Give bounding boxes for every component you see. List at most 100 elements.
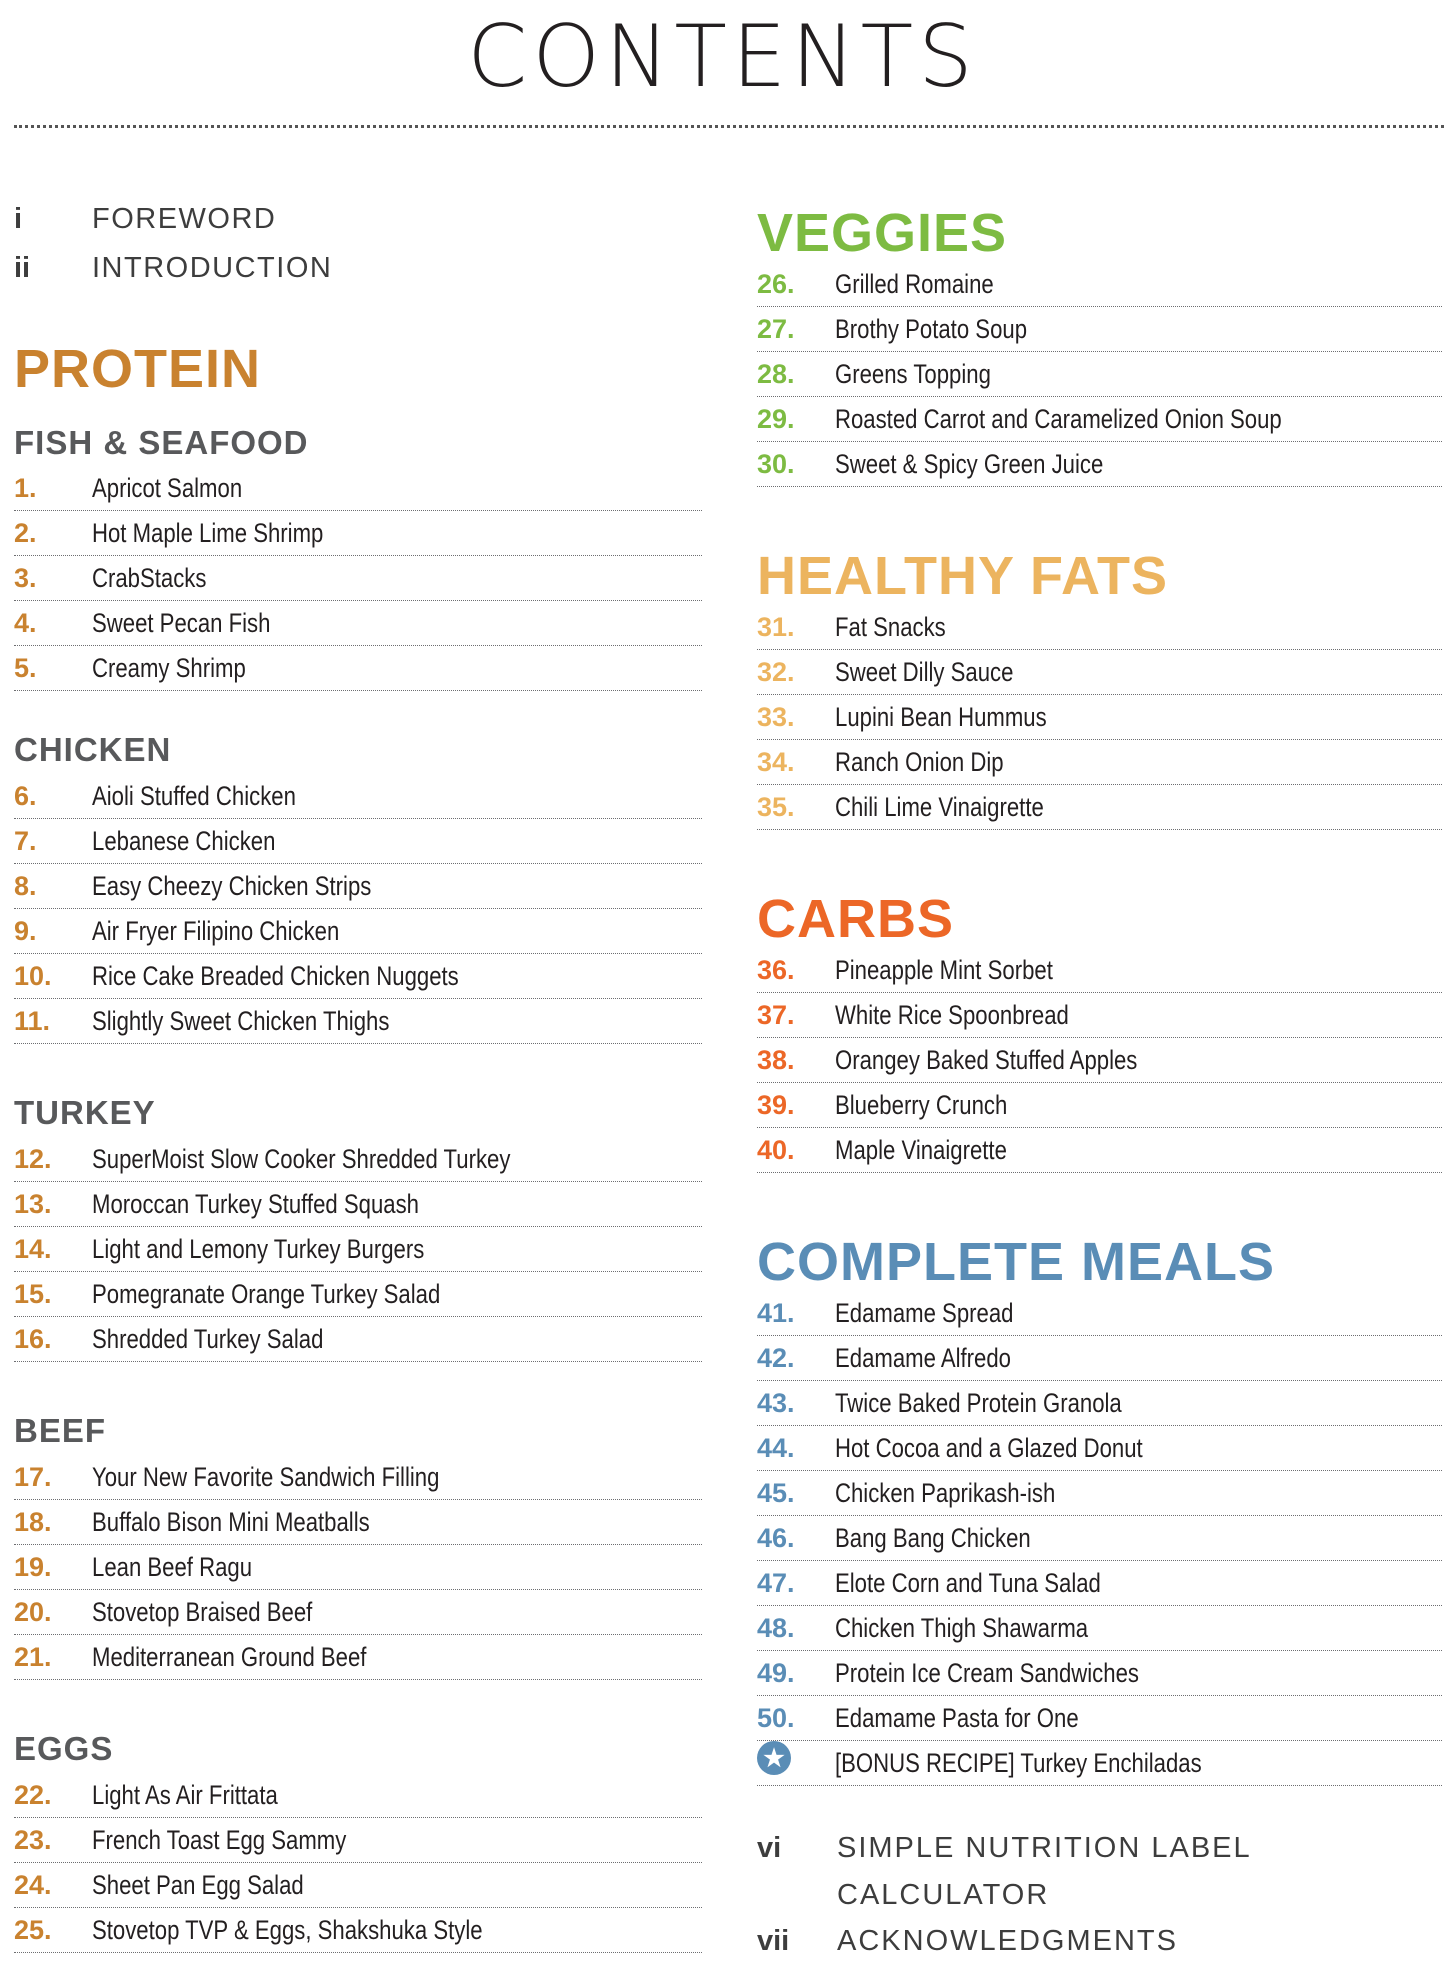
- entry-number: 9.: [14, 916, 37, 946]
- subheading-turkey: TURKEY: [14, 1094, 156, 1131]
- toc-entry[interactable]: 16. Shredded Turkey Salad: [14, 1317, 702, 1362]
- toc-entry[interactable]: 26. Grilled Romaine: [757, 262, 1442, 307]
- toc-entry[interactable]: 43. Twice Baked Protein Granola: [757, 1381, 1442, 1426]
- entry-title: Air Fryer Filipino Chicken: [92, 916, 340, 946]
- toc-entry[interactable]: 13. Moroccan Turkey Stuffed Squash: [14, 1182, 702, 1227]
- toc-entry[interactable]: 27. Brothy Potato Soup: [757, 307, 1442, 352]
- entry-title: Brothy Potato Soup: [835, 314, 1028, 344]
- entry-title: [BONUS RECIPE] Turkey Enchiladas: [835, 1748, 1202, 1778]
- category-heading-healthy-fats: HEALTHY FATS: [757, 546, 1169, 606]
- toc-entry[interactable]: 41. Edamame Spread: [757, 1291, 1442, 1336]
- entry-number: 1.: [14, 473, 37, 503]
- entry-number: 11.: [14, 1006, 51, 1036]
- entry-number: 38.: [757, 1045, 795, 1075]
- toc-entry[interactable]: 10. Rice Cake Breaded Chicken Nuggets: [14, 954, 702, 999]
- entry-number: 34.: [757, 747, 795, 777]
- toc-entry[interactable]: 50. Edamame Pasta for One: [757, 1696, 1442, 1741]
- toc-entry[interactable]: 2. Hot Maple Lime Shrimp: [14, 511, 702, 556]
- toc-entry[interactable]: 21. Mediterranean Ground Beef: [14, 1635, 702, 1680]
- toc-entry[interactable]: 18. Buffalo Bison Mini Meatballs: [14, 1500, 702, 1545]
- toc-nutrition-label-calculator[interactable]: vi SIMPLE NUTRITION LABEL: [757, 1832, 1252, 1865]
- toc-entry[interactable]: 29. Roasted Carrot and Caramelized Onion …: [757, 397, 1442, 442]
- toc-entry[interactable]: 45. Chicken Paprikash-ish: [757, 1471, 1442, 1516]
- toc-entry[interactable]: 7. Lebanese Chicken: [14, 819, 702, 864]
- entry-title: Sweet & Spicy Green Juice: [835, 449, 1104, 479]
- toc-entry[interactable]: 33. Lupini Bean Hummus: [757, 695, 1442, 740]
- entry-number: 31.: [757, 612, 795, 642]
- toc-entry[interactable]: 48. Chicken Thigh Shawarma: [757, 1606, 1442, 1651]
- subheading-beef: BEEF: [14, 1412, 107, 1449]
- entry-title: Protein Ice Cream Sandwiches: [835, 1658, 1139, 1688]
- toc-entry[interactable]: 32. Sweet Dilly Sauce: [757, 650, 1442, 695]
- entry-title: Chicken Thigh Shawarma: [835, 1613, 1089, 1643]
- entry-title: French Toast Egg Sammy: [92, 1825, 347, 1855]
- toc-entry[interactable]: 36. Pineapple Mint Sorbet: [757, 948, 1442, 993]
- toc-entry[interactable]: 9. Air Fryer Filipino Chicken: [14, 909, 702, 954]
- entry-number: 39.: [757, 1090, 795, 1120]
- entry-title: Pineapple Mint Sorbet: [835, 955, 1053, 985]
- category-heading-complete-meals: COMPLETE MEALS: [757, 1232, 1276, 1292]
- toc-entry[interactable]: 11. Slightly Sweet Chicken Thighs: [14, 999, 702, 1044]
- toc-entry[interactable]: 19. Lean Beef Ragu: [14, 1545, 702, 1590]
- entry-number: 35.: [757, 792, 795, 822]
- entry-number: 30.: [757, 449, 795, 479]
- entry-number: 10.: [14, 961, 52, 991]
- toc-entry[interactable]: 6. Aioli Stuffed Chicken: [14, 774, 702, 819]
- back-label: SIMPLE NUTRITION LABEL: [837, 1832, 1252, 1864]
- entry-number: 2.: [14, 518, 37, 548]
- toc-entry[interactable]: 31. Fat Snacks: [757, 605, 1442, 650]
- entry-title: Chili Lime Vinaigrette: [835, 792, 1044, 822]
- toc-entry[interactable]: 40. Maple Vinaigrette: [757, 1128, 1442, 1173]
- toc-entry[interactable]: 39. Blueberry Crunch: [757, 1083, 1442, 1128]
- toc-entry-bonus[interactable]: ★ [BONUS RECIPE] Turkey Enchiladas: [757, 1741, 1442, 1786]
- toc-introduction[interactable]: ii INTRODUCTION: [14, 252, 332, 285]
- toc-entry[interactable]: 46. Bang Bang Chicken: [757, 1516, 1442, 1561]
- entry-title: Your New Favorite Sandwich Filling: [92, 1462, 440, 1492]
- toc-entry[interactable]: 4. Sweet Pecan Fish: [14, 601, 702, 646]
- entry-number: 45.: [757, 1478, 795, 1508]
- toc-acknowledgments[interactable]: vii ACKNOWLEDGMENTS: [757, 1925, 1178, 1958]
- toc-entry[interactable]: 35. Chili Lime Vinaigrette: [757, 785, 1442, 830]
- entry-title: Twice Baked Protein Granola: [835, 1388, 1122, 1418]
- toc-entry[interactable]: 28. Greens Topping: [757, 352, 1442, 397]
- entry-number: 44.: [757, 1433, 795, 1463]
- toc-entry[interactable]: 23. French Toast Egg Sammy: [14, 1818, 702, 1863]
- entry-number: 12.: [14, 1144, 52, 1174]
- toc-entry[interactable]: 17. Your New Favorite Sandwich Filling: [14, 1455, 702, 1500]
- toc-entry[interactable]: 38. Orangey Baked Stuffed Apples: [757, 1038, 1442, 1083]
- entry-number: 7.: [14, 826, 37, 856]
- list-complete-meals: 41. Edamame Spread 42. Edamame Alfredo 43. Tw…: [757, 1291, 1442, 1786]
- toc-entry[interactable]: 34. Ranch Onion Dip: [757, 740, 1442, 785]
- toc-entry[interactable]: 15. Pomegranate Orange Turkey Salad: [14, 1272, 702, 1317]
- toc-entry[interactable]: 49. Protein Ice Cream Sandwiches: [757, 1651, 1442, 1696]
- entry-title: CrabStacks: [92, 563, 207, 593]
- entry-title: Light and Lemony Turkey Burgers: [92, 1234, 425, 1264]
- toc-entry[interactable]: 3. CrabStacks: [14, 556, 702, 601]
- entry-title: Hot Cocoa and a Glazed Donut: [835, 1433, 1143, 1463]
- toc-entry[interactable]: 37. White Rice Spoonbread: [757, 993, 1442, 1038]
- entry-number: 46.: [757, 1523, 795, 1553]
- toc-foreword[interactable]: i FOREWORD: [14, 203, 276, 236]
- entry-title: Edamame Alfredo: [835, 1343, 1011, 1373]
- toc-entry[interactable]: 42. Edamame Alfredo: [757, 1336, 1442, 1381]
- toc-entry[interactable]: 25. Stovetop TVP & Eggs, Shakshuka Style: [14, 1908, 702, 1953]
- toc-entry[interactable]: 1. Apricot Salmon: [14, 466, 702, 511]
- toc-entry[interactable]: 30. Sweet & Spicy Green Juice: [757, 442, 1442, 487]
- entry-title: Lupini Bean Hummus: [835, 702, 1047, 732]
- entry-title: Roasted Carrot and Caramelized Onion Sou…: [835, 404, 1282, 434]
- toc-entry[interactable]: 8. Easy Cheezy Chicken Strips: [14, 864, 702, 909]
- toc-entry[interactable]: 24. Sheet Pan Egg Salad: [14, 1863, 702, 1908]
- toc-entry[interactable]: 12. SuperMoist Slow Cooker Shredded Turke…: [14, 1137, 702, 1182]
- toc-entry[interactable]: 20. Stovetop Braised Beef: [14, 1590, 702, 1635]
- toc-entry[interactable]: 47. Elote Corn and Tuna Salad: [757, 1561, 1442, 1606]
- toc-entry[interactable]: 22. Light As Air Frittata: [14, 1773, 702, 1818]
- title-divider: [14, 125, 1444, 128]
- toc-entry[interactable]: 44. Hot Cocoa and a Glazed Donut: [757, 1426, 1442, 1471]
- toc-entry[interactable]: 5. Creamy Shrimp: [14, 646, 702, 691]
- toc-entry[interactable]: 14. Light and Lemony Turkey Burgers: [14, 1227, 702, 1272]
- subheading-chicken: CHICKEN: [14, 731, 172, 768]
- entry-number: 27.: [757, 314, 795, 344]
- page-title: CONTENTS: [467, 7, 978, 107]
- entry-title: Aioli Stuffed Chicken: [92, 781, 296, 811]
- entry-title: Rice Cake Breaded Chicken Nuggets: [92, 961, 459, 991]
